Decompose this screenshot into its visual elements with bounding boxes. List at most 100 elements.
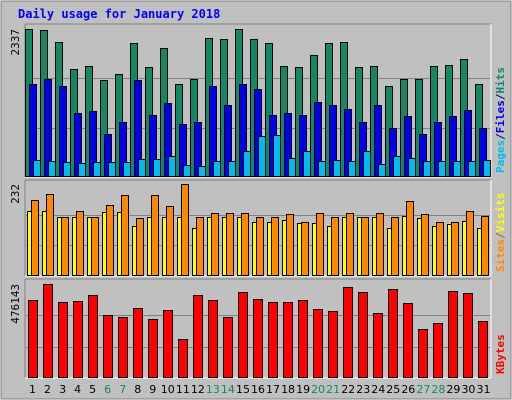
bar-kbytes-day-2 xyxy=(43,284,53,378)
bar-kbytes-day-10 xyxy=(163,310,173,378)
bar-sites-day-25 xyxy=(391,217,399,276)
bar-sites-day-20 xyxy=(316,213,324,276)
bar-sites-day-21 xyxy=(331,217,339,276)
bar-kbytes-day-12 xyxy=(193,295,203,378)
bar-sites-day-2 xyxy=(46,194,54,276)
bar-pages-day-21 xyxy=(333,160,341,177)
bar-sites-day-24 xyxy=(376,213,384,276)
bar-kbytes-day-5 xyxy=(88,295,98,378)
bar-kbytes-day-4 xyxy=(73,301,83,378)
bar-kbytes-day-22 xyxy=(343,287,353,378)
bar-pages-day-2 xyxy=(48,161,56,177)
bar-kbytes-day-23 xyxy=(358,292,368,378)
x-tick-label: 3 xyxy=(59,383,66,396)
bar-kbytes-day-8 xyxy=(133,308,143,378)
legend-label: Sites xyxy=(494,239,507,272)
x-tick-label: 26 xyxy=(401,383,415,396)
bar-pages-day-22 xyxy=(348,161,356,177)
x-tick-label: 9 xyxy=(149,383,156,396)
bar-pages-day-23 xyxy=(363,151,371,177)
bar-kbytes-day-25 xyxy=(388,289,398,378)
bar-kbytes-day-24 xyxy=(373,313,383,378)
bar-sites-day-9 xyxy=(151,195,159,276)
bar-pages-day-27 xyxy=(423,161,431,177)
legend-label: KBytes xyxy=(494,334,507,374)
bar-kbytes-day-27 xyxy=(418,329,428,378)
bar-pages-day-13 xyxy=(213,161,221,177)
x-tick-label: 4 xyxy=(74,383,81,396)
bar-pages-day-12 xyxy=(198,166,206,177)
max-value-label: 2337 xyxy=(9,29,22,56)
legend-label: Files xyxy=(494,100,507,133)
bar-sites-day-7 xyxy=(121,195,129,276)
x-tick-label: 8 xyxy=(134,383,141,396)
legend-label: Pages xyxy=(494,140,507,173)
bar-sites-day-8 xyxy=(136,218,144,276)
bar-sites-day-27 xyxy=(421,214,429,276)
legend-label: / xyxy=(494,232,507,239)
bar-kbytes-day-15 xyxy=(238,292,248,378)
x-tick-label: 29 xyxy=(446,383,460,396)
x-tick-label: 18 xyxy=(281,383,295,396)
legend-label: Hits xyxy=(494,67,507,94)
bar-pages-day-15 xyxy=(243,151,251,177)
bar-pages-day-4 xyxy=(78,163,86,177)
bar-kbytes-day-1 xyxy=(28,300,38,378)
x-tick-label: 10 xyxy=(161,383,175,396)
bar-sites-day-12 xyxy=(196,217,204,276)
x-tick-label: 19 xyxy=(296,383,310,396)
bar-sites-day-26 xyxy=(406,201,414,276)
bar-kbytes-day-31 xyxy=(478,321,488,378)
bar-kbytes-day-9 xyxy=(148,319,158,378)
legend-label: / xyxy=(494,93,507,100)
x-tick-label: 17 xyxy=(266,383,280,396)
bar-pages-day-3 xyxy=(63,162,71,177)
bar-kbytes-day-19 xyxy=(298,300,308,378)
bar-kbytes-day-16 xyxy=(253,299,263,378)
bar-pages-day-7 xyxy=(123,162,131,177)
bar-kbytes-day-29 xyxy=(448,291,458,378)
bar-pages-day-14 xyxy=(228,161,236,177)
bar-sites-day-29 xyxy=(451,222,459,276)
x-tick-label: 14 xyxy=(221,383,235,396)
bar-kbytes-day-3 xyxy=(58,302,68,378)
bar-kbytes-day-26 xyxy=(403,303,413,378)
bar-sites-day-1 xyxy=(31,200,39,276)
bar-sites-day-28 xyxy=(436,222,444,276)
bar-pages-day-5 xyxy=(93,162,101,177)
bar-kbytes-day-20 xyxy=(313,309,323,378)
bar-sites-day-14 xyxy=(226,213,234,276)
x-tick-label: 7 xyxy=(119,383,126,396)
max-value-label: 476143 xyxy=(9,284,22,324)
x-tick-label: 22 xyxy=(341,383,355,396)
bar-pages-day-17 xyxy=(273,135,281,177)
bar-kbytes-day-30 xyxy=(463,293,473,378)
bar-sites-day-19 xyxy=(301,222,309,276)
x-tick-label: 20 xyxy=(311,383,325,396)
bar-pages-day-30 xyxy=(468,161,476,177)
x-tick-label: 13 xyxy=(206,383,220,396)
bar-kbytes-day-17 xyxy=(268,302,278,378)
x-tick-label: 2 xyxy=(44,383,51,396)
bar-sites-day-22 xyxy=(346,213,354,276)
bar-kbytes-day-11 xyxy=(178,339,188,378)
x-tick-label: 31 xyxy=(476,383,490,396)
bar-pages-day-29 xyxy=(453,161,461,177)
bar-pages-day-10 xyxy=(168,156,176,177)
bar-pages-day-28 xyxy=(438,161,446,177)
bar-sites-day-6 xyxy=(106,205,114,276)
bar-pages-day-20 xyxy=(318,161,326,177)
bar-pages-day-9 xyxy=(153,159,161,177)
x-tick-label: 28 xyxy=(431,383,445,396)
x-tick-label: 21 xyxy=(326,383,340,396)
legend-label: Visits xyxy=(494,193,507,233)
x-tick-label: 15 xyxy=(236,383,250,396)
x-tick-label: 5 xyxy=(89,383,96,396)
panel-2: 232 Sites/Visits xyxy=(9,179,507,277)
x-tick-label: 6 xyxy=(104,383,111,396)
bar-kbytes-day-13 xyxy=(208,300,218,378)
x-axis-labels: 1 2 3 4 5 6 7 8 9 10 11 12 13 14 15 16 17 18 19 20 21 22 23 24 2… xyxy=(29,383,490,396)
bar-sites-day-13 xyxy=(211,213,219,276)
